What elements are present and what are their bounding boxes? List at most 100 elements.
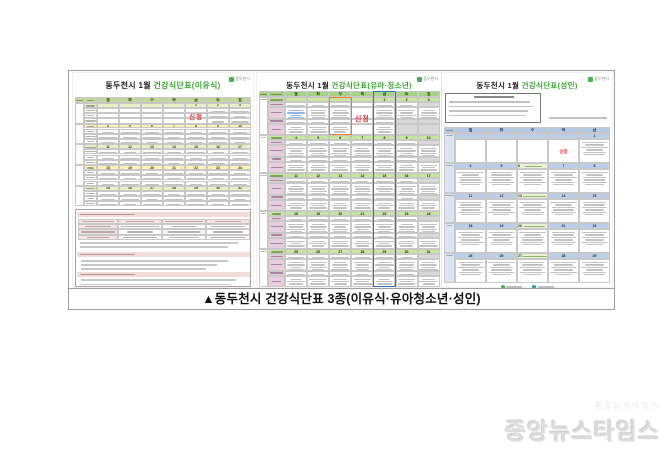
menu-cell <box>417 199 440 211</box>
menu-cell <box>417 156 440 162</box>
menu-cell <box>163 118 185 124</box>
menu-cell <box>141 180 163 186</box>
illegible-text-line <box>330 224 350 226</box>
date-cell: 16 <box>395 173 418 178</box>
menu-cell <box>417 237 440 249</box>
menu-cell <box>163 113 185 119</box>
menu-cell <box>207 190 229 196</box>
menu-cell <box>185 169 207 176</box>
illegible-text-line <box>421 171 436 173</box>
illegible-text-line <box>421 242 436 245</box>
illegible-text-line <box>550 271 577 273</box>
illegible-text-line <box>460 274 481 276</box>
illegible-text-line <box>287 280 305 283</box>
menu-cell <box>307 123 330 135</box>
illegible-text-line <box>356 181 369 182</box>
illegible-text-line <box>210 183 226 185</box>
menu-cell <box>307 140 330 145</box>
menu-cell <box>329 259 352 271</box>
illegible-text-line <box>554 179 573 181</box>
illegible-text-line <box>269 272 284 274</box>
illegible-text-line <box>232 204 248 206</box>
illegible-text-line <box>457 266 484 269</box>
stage-label-cell <box>84 128 97 134</box>
menu-cell <box>163 169 185 176</box>
illegible-text-line <box>271 112 282 114</box>
date-cell: 5 <box>486 163 517 169</box>
menu-cell <box>417 270 440 276</box>
date-cell: 11 <box>97 144 119 150</box>
menu-cell <box>517 228 548 253</box>
illegible-text-line <box>210 157 226 159</box>
illegible-text-line <box>521 255 547 257</box>
illegible-text-line <box>288 128 305 131</box>
menu-cell <box>285 221 308 233</box>
illegible-text-line <box>460 239 481 241</box>
illegible-text-line <box>377 235 392 237</box>
illegible-text-line <box>378 266 391 269</box>
illegible-text-line <box>270 103 283 106</box>
illegible-text-line <box>272 128 281 130</box>
illegible-text-line <box>377 190 392 193</box>
menu-cell <box>351 118 374 124</box>
meal-label-cell <box>268 145 285 157</box>
illegible-text-line <box>286 181 306 182</box>
menu-cell <box>285 118 308 124</box>
illegible-text-line <box>86 161 95 164</box>
illegible-text-line <box>421 207 436 209</box>
watermark-brand: 중앙뉴스타임스 <box>504 418 660 444</box>
menu-cell <box>163 107 185 114</box>
info-section-header <box>77 212 250 217</box>
illegible-text-line <box>166 142 182 144</box>
menu-cell <box>395 145 418 157</box>
meal-label-cell <box>268 270 285 276</box>
illegible-text-line <box>400 188 413 190</box>
menu-cell <box>395 183 418 195</box>
menu-cell <box>185 195 207 202</box>
menu-cell <box>329 237 352 249</box>
panel-title: 동두천시 1월 건강식단표(성인) <box>442 80 612 91</box>
menu-cell <box>307 178 330 183</box>
date-row-label <box>268 211 285 216</box>
illegible-text-line <box>271 137 282 139</box>
menu-cell <box>579 168 610 193</box>
info-table-cell <box>118 229 162 235</box>
day-header-cell: 화 <box>119 97 141 103</box>
illegible-text-line <box>399 169 414 171</box>
menu-cell <box>395 156 418 162</box>
illegible-text-line <box>375 128 394 131</box>
menu-cell <box>207 159 229 166</box>
week-cell <box>444 253 455 283</box>
illegible-text-line <box>312 280 325 283</box>
menu-cell <box>285 161 308 173</box>
illegible-text-line <box>354 159 371 161</box>
menu-cell <box>351 259 374 271</box>
illegible-text-line <box>375 240 394 242</box>
illegible-text-line <box>355 240 369 242</box>
illegible-text-line <box>186 152 206 154</box>
footer-logos <box>442 284 612 290</box>
illegible-text-line <box>312 209 325 211</box>
menu-cell <box>163 190 185 196</box>
date-cell: 16 <box>207 144 229 150</box>
illegible-text-line <box>211 121 225 123</box>
date-row-label <box>268 97 285 102</box>
menu-cell <box>329 199 352 211</box>
menu-cell <box>207 149 229 155</box>
illegible-text-line <box>142 136 162 139</box>
illegible-text-line <box>520 271 545 273</box>
illegible-text-line <box>209 236 247 238</box>
menu-cell <box>119 169 141 176</box>
illegible-text-line <box>523 174 542 176</box>
illegible-text-line <box>331 285 349 287</box>
illegible-text-line <box>286 148 306 150</box>
illegible-text-line <box>332 169 349 171</box>
illegible-text-line <box>332 193 349 194</box>
illegible-text-line <box>270 166 283 168</box>
illegible-text-line <box>420 264 438 266</box>
menu-cell <box>329 221 352 233</box>
illegible-text-line <box>400 257 413 258</box>
illegible-text-line <box>331 181 349 182</box>
illegible-text-line <box>188 162 204 165</box>
illegible-text-line <box>85 120 96 122</box>
